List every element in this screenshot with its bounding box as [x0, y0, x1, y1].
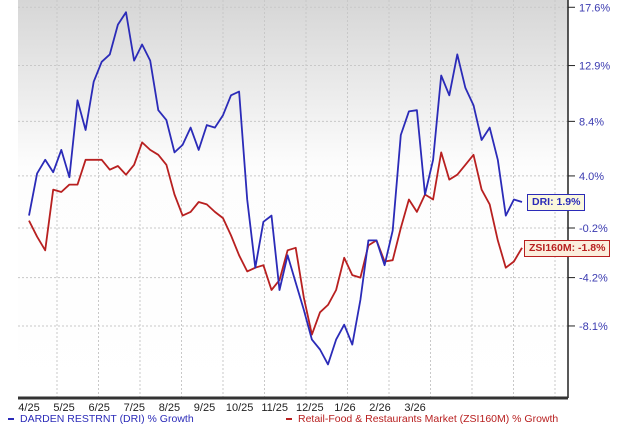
legend-swatch-red [286, 418, 292, 421]
x-tick-label: 12/25 [296, 402, 324, 414]
legend-label-dri: DARDEN RESTRNT (DRI) % Growth [20, 413, 194, 425]
x-tick-label: 7/25 [124, 402, 145, 414]
x-tick-label: 8/25 [159, 402, 180, 414]
x-axis-ticks: 4/25 5/25 6/25 7/25 8/25 9/25 10/25 11/25 12/25 1… [18, 402, 426, 414]
dri-value-callout: DRI: 1.9% [527, 193, 586, 211]
x-tick-label: 10/25 [226, 402, 254, 414]
y-tick-label: 12.9% [579, 61, 610, 73]
plot-background [18, 0, 568, 398]
x-tick-label: 9/25 [194, 402, 215, 414]
legend-item-dri: DARDEN RESTRNT (DRI) % Growth [8, 414, 194, 425]
x-tick-label: 2/26 [369, 402, 390, 414]
x-tick-label: 3/26 [404, 402, 425, 414]
legend-swatch-blue [8, 418, 14, 421]
x-tick-label: 6/25 [88, 402, 109, 414]
zsi160m-value-callout: ZSI160M: -1.8% [524, 239, 611, 257]
y-axis-ticks: 17.6% 12.9% 8.4% 4.0% -0.2% -4.2% -8.1% [568, 2, 610, 333]
x-tick-label: 5/25 [53, 402, 74, 414]
x-tick-label: 1/26 [334, 402, 355, 414]
series-lines [28, 11, 523, 366]
x-tick-label: 4/25 [18, 402, 39, 414]
legend-label-zsi160m: Retail-Food & Restaurants Market (ZSI160… [298, 413, 559, 425]
legend-item-zsi160m: Retail-Food & Restaurants Market (ZSI160… [286, 414, 558, 425]
dri-series-line [28, 11, 523, 366]
y-tick-label: 8.4% [579, 116, 604, 128]
y-tick-label: 17.6% [579, 2, 610, 14]
y-tick-label: -8.1% [579, 321, 608, 333]
y-tick-label: -0.2% [579, 223, 608, 235]
zsi160m-series-line [28, 141, 523, 336]
y-tick-label: 4.0% [579, 171, 604, 183]
y-tick-label: -4.2% [579, 273, 608, 285]
x-tick-label: 11/25 [261, 402, 288, 414]
